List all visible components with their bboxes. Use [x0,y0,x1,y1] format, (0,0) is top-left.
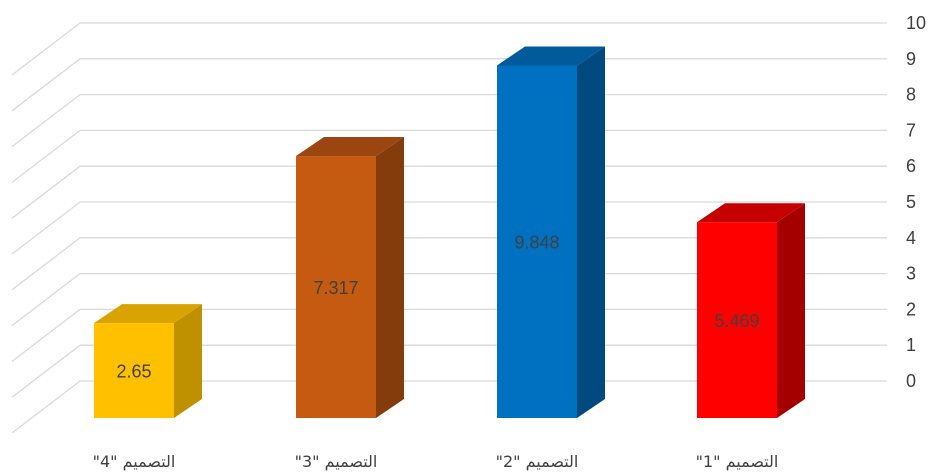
bar-side-face [777,203,805,418]
y-tick-label-4: 4 [906,228,916,248]
gridline-3 [11,272,887,327]
gridline-4 [11,237,887,291]
bar-top-face [497,46,605,66]
y-tick-label-7: 7 [906,120,916,140]
y-tick-label-5: 5 [906,192,916,212]
y-tick-label-3: 3 [906,264,916,284]
bar-front-face [697,222,777,418]
bar-front-face [497,65,577,419]
grid-lines [11,22,887,434]
value-label: 2.65 [116,362,151,382]
y-tick-label-9: 9 [906,49,916,69]
category-label-2: التصميم "2" [496,452,579,471]
y-tick-label-0: 0 [906,371,916,391]
bar-3: 7.317 [296,137,404,419]
gridline-6 [11,165,887,219]
gridline-7 [11,129,887,183]
bar-top-face [697,203,805,223]
category-label-3: التصميم "3" [295,452,378,471]
gridline-10 [11,22,887,76]
bar-1: 5.469 [697,203,805,418]
gridline-2 [11,308,887,362]
bar-side-face [376,137,404,419]
y-tick-label-8: 8 [906,85,916,105]
value-label: 5.469 [714,311,759,331]
gridline-1 [11,344,887,398]
category-label-1: التصميم "1" [696,452,779,471]
bar-side-face [577,46,605,419]
gridline-0 [11,380,887,434]
y-tick-label-10: 10 [906,13,926,33]
bar-front-face [94,323,174,418]
gridline-8 [11,93,887,148]
category-labels: التصميم "1" التصميم "2" التصميم "3" التصميم… [93,452,779,471]
gridline-9 [11,58,887,112]
gridline-5 [11,201,887,255]
value-label: 9.848 [514,233,559,253]
bar-side-face [174,304,202,418]
value-label: 7.317 [313,278,358,298]
y-tick-label-6: 6 [906,156,916,176]
y-axis-ticks: 0 1 2 3 4 5 6 7 8 9 10 [906,13,926,391]
category-label-4: التصميم "4" [93,452,176,471]
bar-2: 9.848 [497,46,605,419]
bar-top-face [94,304,202,324]
bars: 5.469 9.848 7.317 2.65 [94,46,805,419]
bar-4: 2.65 [94,304,202,418]
y-tick-label-1: 1 [906,335,916,355]
y-tick-label-2: 2 [906,299,916,319]
bar-top-face [296,137,404,157]
bar-front-face [296,156,376,419]
